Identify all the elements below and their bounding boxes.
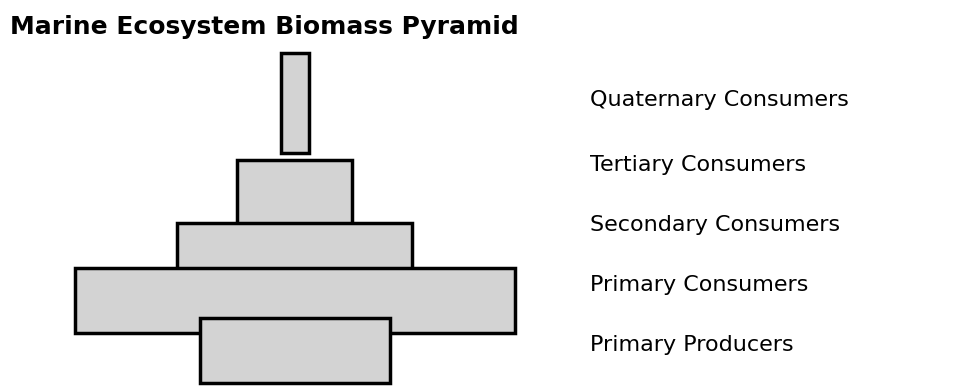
Bar <box>75 267 515 332</box>
Text: Primary Producers: Primary Producers <box>589 335 793 355</box>
Bar <box>200 317 390 382</box>
Text: Tertiary Consumers: Tertiary Consumers <box>589 155 805 175</box>
Bar <box>281 53 309 153</box>
Text: Marine Ecosystem Biomass Pyramid: Marine Ecosystem Biomass Pyramid <box>10 15 518 39</box>
Bar <box>237 160 352 250</box>
Text: Quaternary Consumers: Quaternary Consumers <box>589 90 848 110</box>
Text: Primary Consumers: Primary Consumers <box>589 275 807 295</box>
Bar <box>177 223 412 303</box>
Text: Secondary Consumers: Secondary Consumers <box>589 215 840 235</box>
